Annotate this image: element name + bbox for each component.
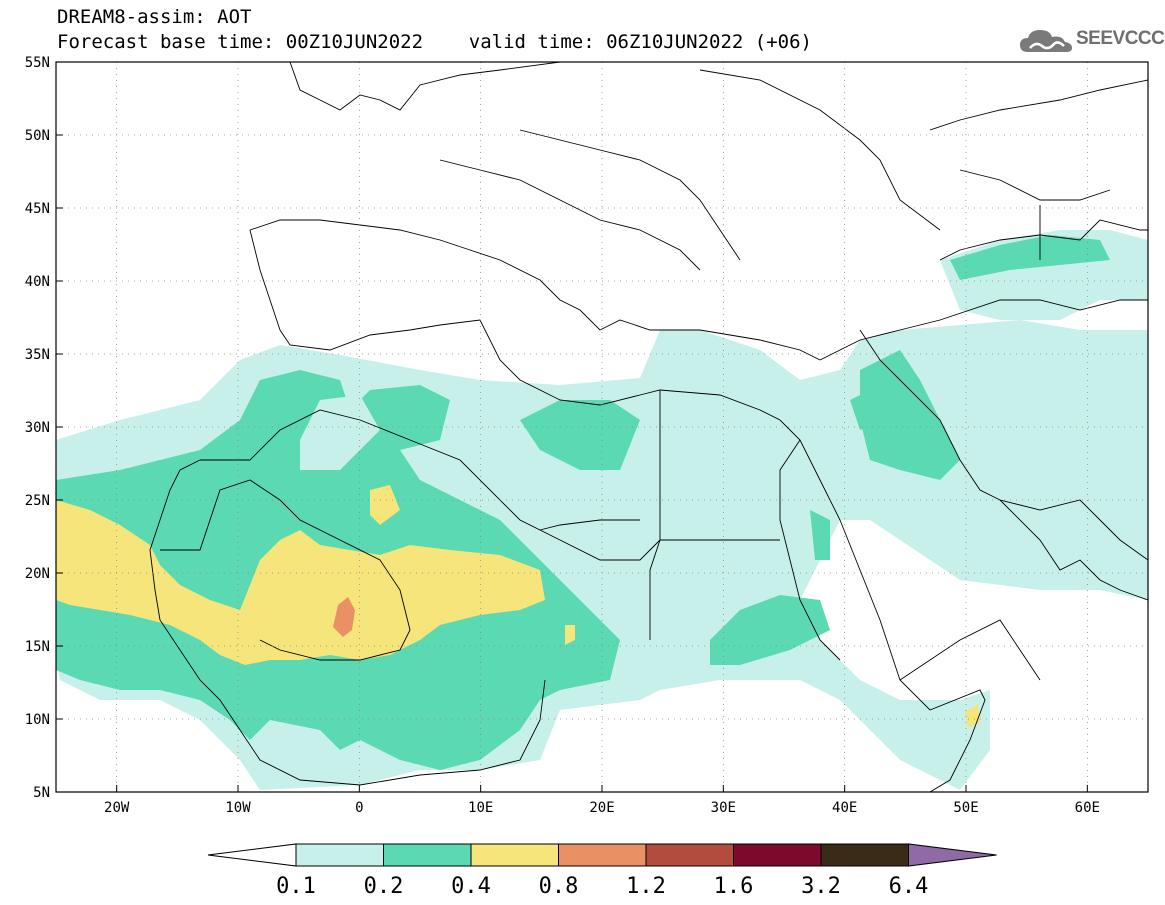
aot-band-0.4-0.8 xyxy=(56,485,980,728)
seevccc-logo: SEEVCCC xyxy=(1018,22,1165,58)
lat-tick-label: 15N xyxy=(25,639,50,655)
lat-tick-label: 30N xyxy=(25,420,50,436)
lat-tick-label: 45N xyxy=(25,201,50,217)
colorbar-box xyxy=(295,843,384,867)
colorbar-labels: 0.1 0.2 0.4 0.8 1.2 1.6 3.2 6.4 xyxy=(276,874,928,899)
lat-tick-label: 35N xyxy=(25,347,50,363)
lat-tick-label: 25N xyxy=(25,493,50,509)
colorbar-box xyxy=(733,843,822,867)
colorbar-label: 3.2 xyxy=(801,874,841,899)
logo-text: SEEVCCC xyxy=(1076,28,1165,49)
colorbar-label: 0.4 xyxy=(451,874,491,899)
lon-tick-label: 40E xyxy=(832,800,857,816)
colorbar-label: 0.1 xyxy=(276,874,316,899)
longitude-labels: 20W 10W 0 10E 20E 30E 40E 50E 60E xyxy=(104,800,1100,816)
lon-tick-label: 30E xyxy=(711,800,736,816)
colorbar-under-triangle xyxy=(207,843,297,867)
colorbar-label: 0.2 xyxy=(364,874,404,899)
lat-tick-label: 5N xyxy=(33,785,50,801)
colorbar-box xyxy=(645,843,734,867)
colorbar-label: 1.2 xyxy=(626,874,666,899)
colorbar-box xyxy=(383,843,472,867)
lon-tick-label: 60E xyxy=(1075,800,1100,816)
colorbar-box xyxy=(558,843,647,867)
latitude-labels: 55N 50N 45N 40N 35N 30N 25N 20N 15N 10N 5N xyxy=(25,55,50,801)
lat-tick-label: 40N xyxy=(25,274,50,290)
lon-tick-label: 50E xyxy=(953,800,978,816)
lat-tick-label: 20N xyxy=(25,566,50,582)
colorbar-label: 6.4 xyxy=(889,874,929,899)
lat-tick-label: 55N xyxy=(25,55,50,71)
lon-tick-label: 20E xyxy=(589,800,614,816)
lon-tick-label: 20W xyxy=(104,800,130,816)
lon-tick-label: 10E xyxy=(468,800,493,816)
lat-tick-label: 50N xyxy=(25,128,50,144)
lon-tick-label: 0 xyxy=(355,800,363,816)
colorbar-box xyxy=(820,843,909,867)
tick-marks xyxy=(56,61,1088,793)
forecast-time-subtitle: Forecast base time: 00Z10JUN2022 valid t… xyxy=(57,31,812,53)
colorbar-box xyxy=(470,843,559,867)
colorbar-label: 1.6 xyxy=(714,874,754,899)
colorbar xyxy=(207,843,997,867)
cloud-icon xyxy=(1020,30,1072,52)
aot-band-0.8-1.2 xyxy=(333,597,355,637)
lon-tick-label: 10W xyxy=(225,800,251,816)
colorbar-over-triangle xyxy=(908,843,997,867)
colorbar-label: 0.8 xyxy=(539,874,579,899)
coastlines-and-borders xyxy=(149,62,1148,792)
map-title: DREAM8-assim: AOT xyxy=(57,6,252,28)
lat-tick-label: 10N xyxy=(25,712,50,728)
